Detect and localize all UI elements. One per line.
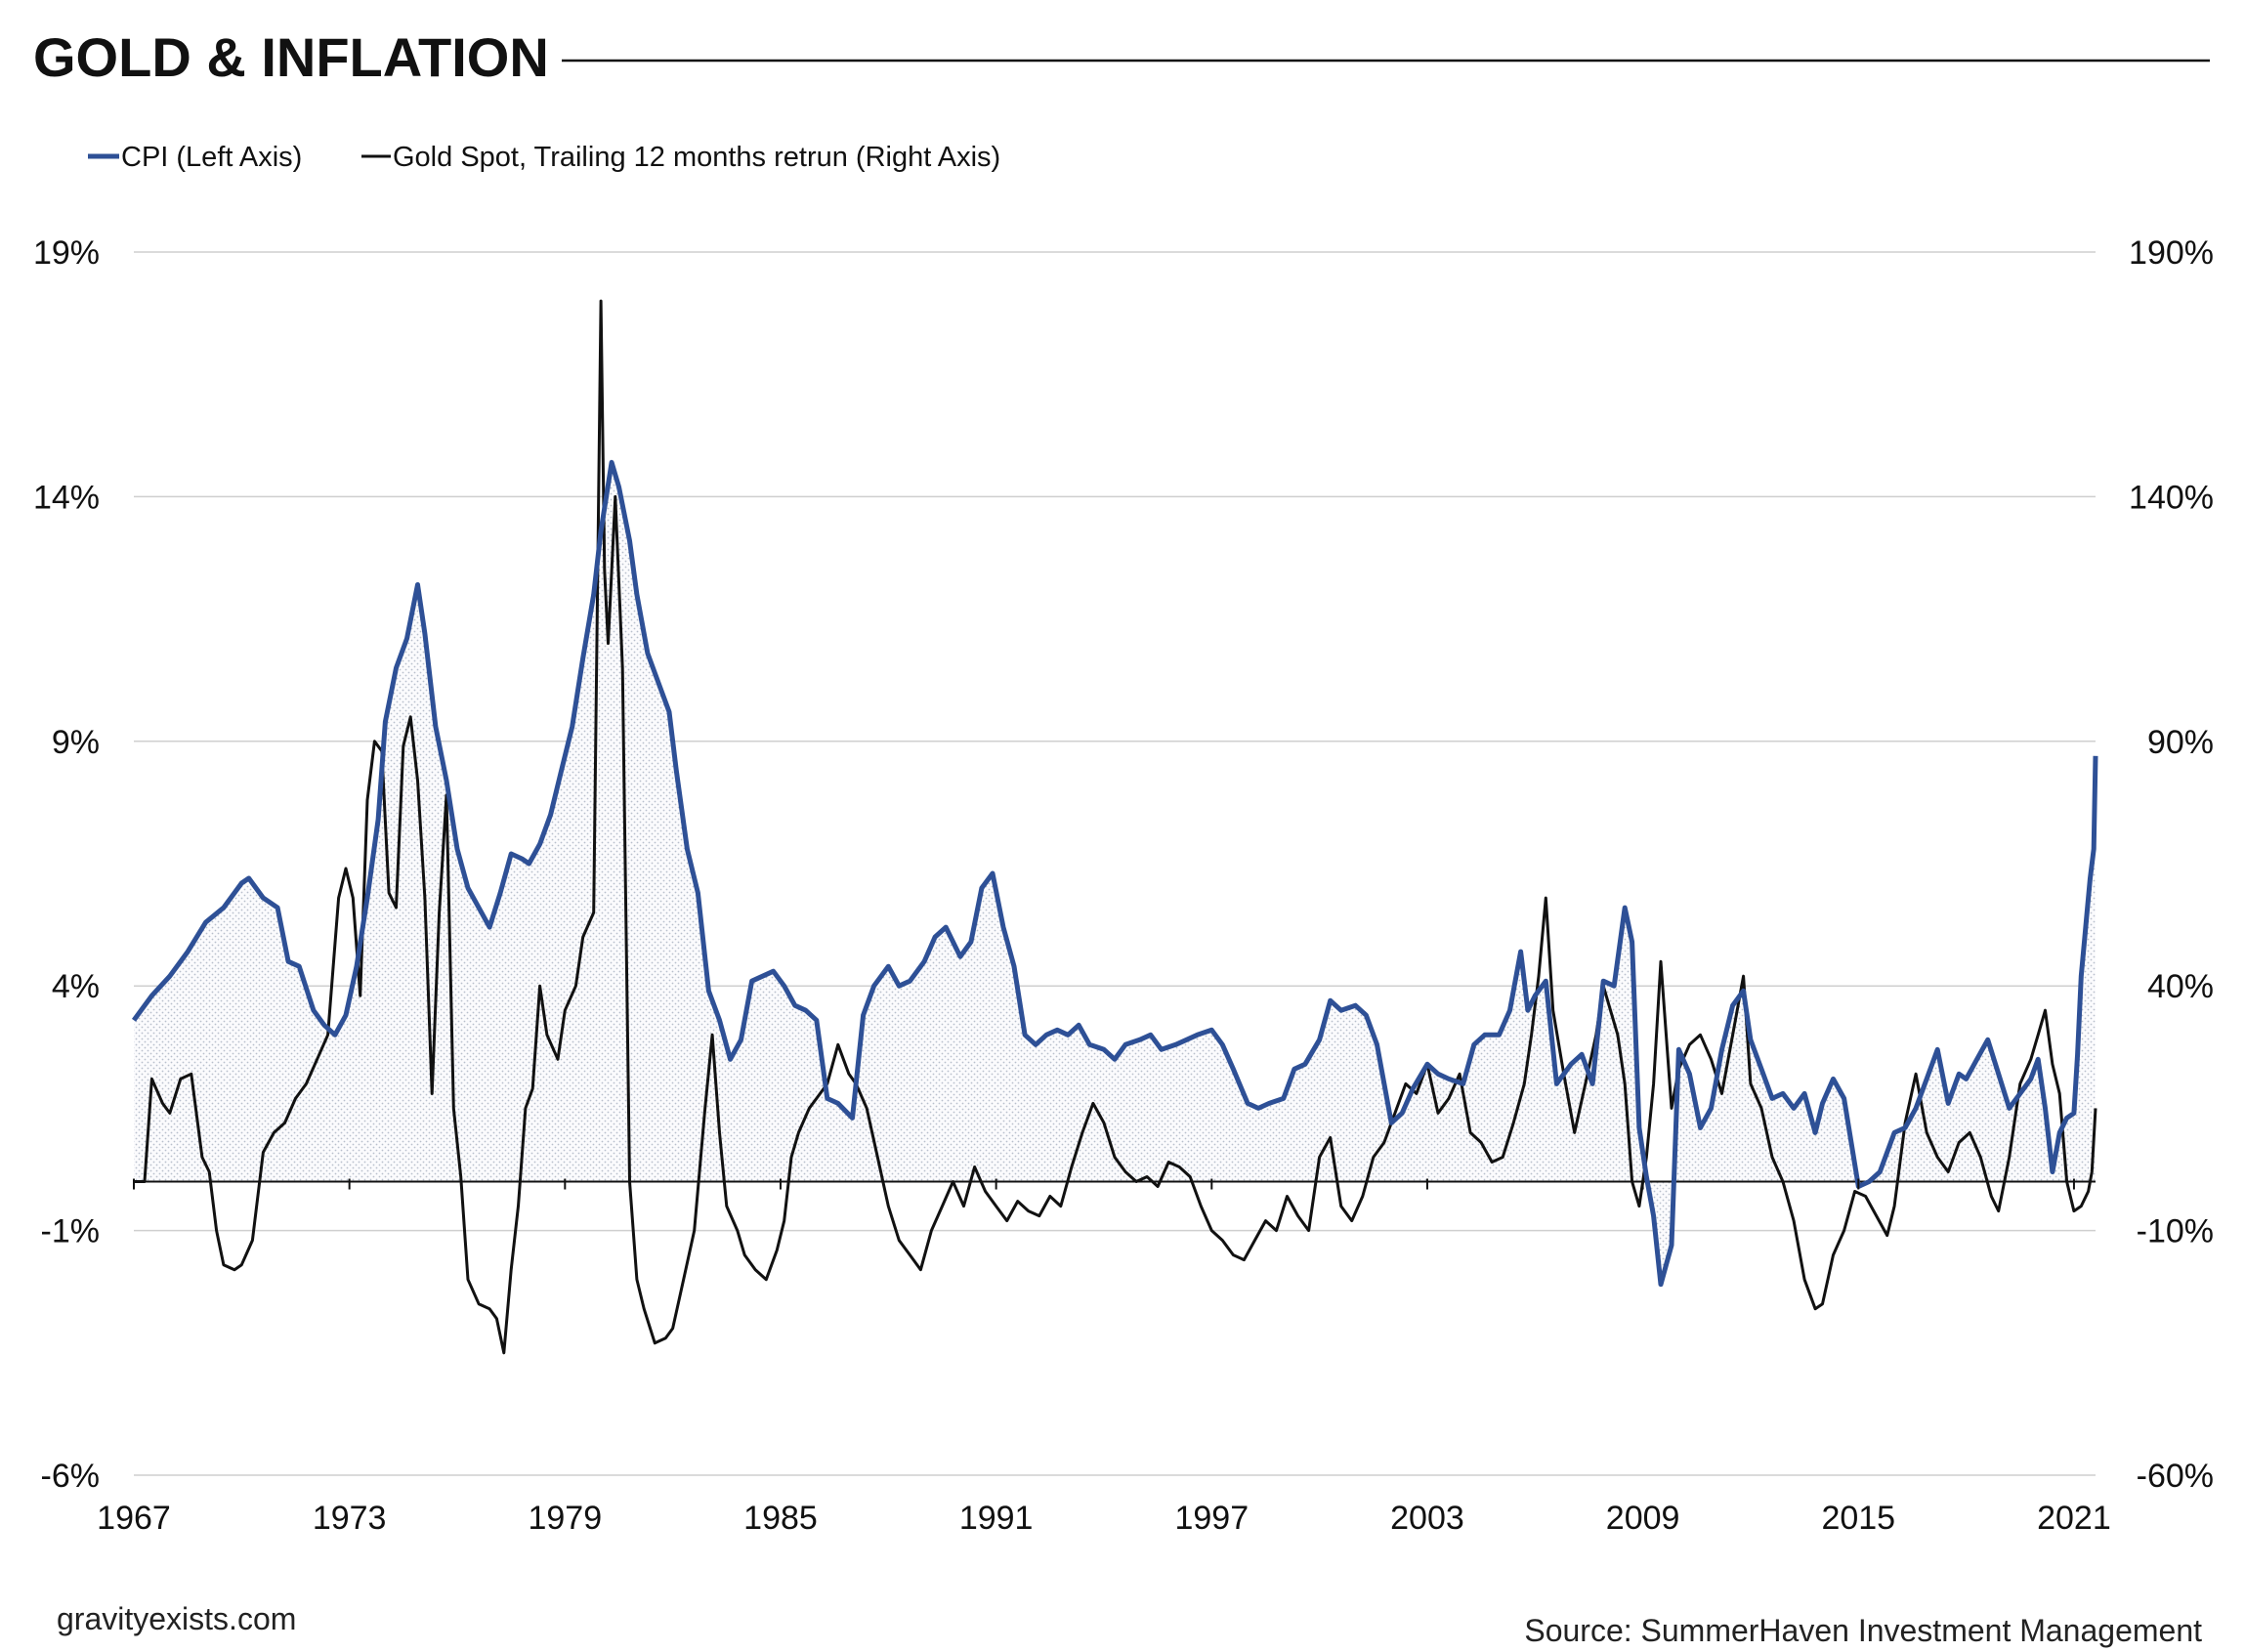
left-tick-label: 19%	[33, 234, 100, 272]
cpi-line	[131, 459, 2098, 1288]
right-tick-label: 90%	[2147, 724, 2214, 761]
gold-series	[134, 299, 2097, 1355]
cpi-area	[134, 462, 2096, 1285]
right-tick-label: 190%	[2129, 234, 2214, 272]
right-tick-label: 140%	[2129, 479, 2214, 516]
x-tick-label: 1991	[959, 1500, 1034, 1537]
left-tick-label: 9%	[52, 724, 100, 761]
x-tick-label: 1979	[528, 1500, 602, 1537]
left-tick-label: -1%	[41, 1213, 100, 1250]
x-tick-label: 1997	[1174, 1500, 1249, 1537]
legend-label-cpi: CPI (Left Axis)	[121, 142, 302, 173]
x-axis-ticks: 1967 1973 1979 1985 1991 1997 2003 2009 2015 2021	[97, 1178, 2111, 1537]
left-tick-label: -6%	[41, 1458, 100, 1495]
chart-title: GOLD & INFLATION	[33, 26, 549, 88]
x-tick-label: 2009	[1606, 1500, 1680, 1537]
x-tick-label: 1985	[743, 1500, 818, 1537]
right-tick-label: -60%	[2137, 1458, 2214, 1495]
x-tick-label: 2021	[2037, 1500, 2111, 1537]
left-tick-label: 14%	[33, 479, 100, 516]
right-tick-label: -10%	[2137, 1213, 2214, 1250]
x-tick-label: 1973	[313, 1500, 387, 1537]
footer-source: Source: SummerHaven Investment Managemen…	[1524, 1613, 2202, 1648]
gold-line	[134, 299, 2097, 1355]
right-axis-ticks: 190% 140% 90% 40% -10% -60%	[2129, 234, 2214, 1495]
x-tick-label: 2015	[1821, 1500, 1895, 1537]
cpi-series	[131, 459, 2098, 1288]
footer-site: gravityexists.com	[57, 1601, 296, 1636]
legend: CPI (Left Axis) Gold Spot, Trailing 12 m…	[88, 142, 1000, 173]
legend-label-gold: Gold Spot, Trailing 12 months retrun (Ri…	[393, 142, 1000, 173]
left-tick-label: 4%	[52, 968, 100, 1005]
x-tick-label: 1967	[97, 1500, 171, 1537]
cpi-area-fill	[134, 462, 2096, 1285]
x-tick-label: 2003	[1390, 1500, 1464, 1537]
right-tick-label: 40%	[2147, 968, 2214, 1005]
left-axis-ticks: 19% 14% 9% 4% -1% -6%	[33, 234, 100, 1495]
